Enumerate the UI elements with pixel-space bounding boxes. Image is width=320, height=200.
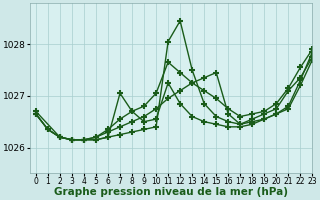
- X-axis label: Graphe pression niveau de la mer (hPa): Graphe pression niveau de la mer (hPa): [54, 187, 288, 197]
